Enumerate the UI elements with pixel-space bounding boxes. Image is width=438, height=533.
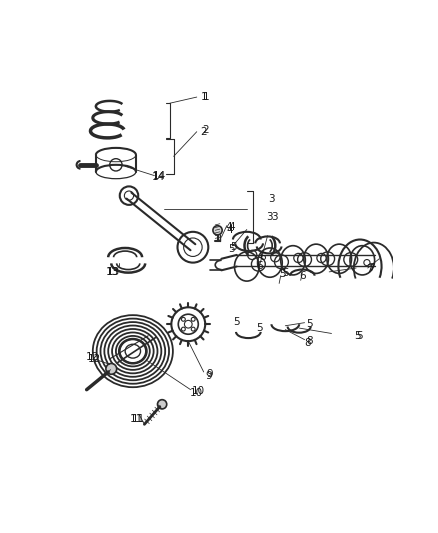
Text: 9: 9 — [205, 371, 212, 381]
Text: 4: 4 — [228, 222, 235, 232]
Text: 9: 9 — [207, 369, 213, 379]
Text: 6: 6 — [257, 262, 263, 271]
Text: 5: 5 — [228, 244, 235, 254]
Text: 7: 7 — [368, 263, 375, 273]
Text: 7: 7 — [366, 264, 373, 274]
Text: 4: 4 — [226, 224, 233, 235]
Text: 3: 3 — [267, 212, 273, 222]
Text: 2: 2 — [203, 125, 209, 135]
Text: 5: 5 — [307, 319, 313, 329]
Text: 13: 13 — [106, 267, 119, 277]
Circle shape — [158, 400, 167, 409]
Text: 5: 5 — [356, 331, 363, 341]
Text: 4: 4 — [225, 222, 232, 232]
Text: 5: 5 — [280, 269, 286, 279]
Text: 5: 5 — [233, 317, 240, 327]
Text: 5: 5 — [354, 331, 361, 341]
Text: 8: 8 — [307, 336, 313, 346]
Text: 11: 11 — [130, 414, 143, 424]
Text: 5: 5 — [257, 323, 263, 333]
Text: 1: 1 — [203, 92, 209, 102]
Text: 6: 6 — [259, 252, 265, 262]
Text: 10: 10 — [192, 386, 205, 396]
Text: 2: 2 — [200, 127, 207, 137]
Text: 13: 13 — [107, 267, 120, 277]
Text: 12: 12 — [88, 354, 101, 364]
Text: 3: 3 — [268, 193, 275, 204]
Text: 3: 3 — [271, 212, 278, 222]
Text: 8: 8 — [304, 338, 311, 349]
Text: 1: 1 — [200, 92, 207, 102]
Text: 5: 5 — [282, 268, 289, 278]
Text: 6: 6 — [299, 271, 306, 281]
Text: 14: 14 — [153, 172, 166, 181]
Text: 12: 12 — [85, 352, 99, 362]
Text: 14: 14 — [152, 172, 165, 182]
Text: 5: 5 — [230, 242, 237, 252]
Circle shape — [106, 364, 117, 374]
Text: 11: 11 — [131, 414, 145, 424]
Circle shape — [213, 225, 222, 235]
Text: 10: 10 — [190, 387, 203, 398]
